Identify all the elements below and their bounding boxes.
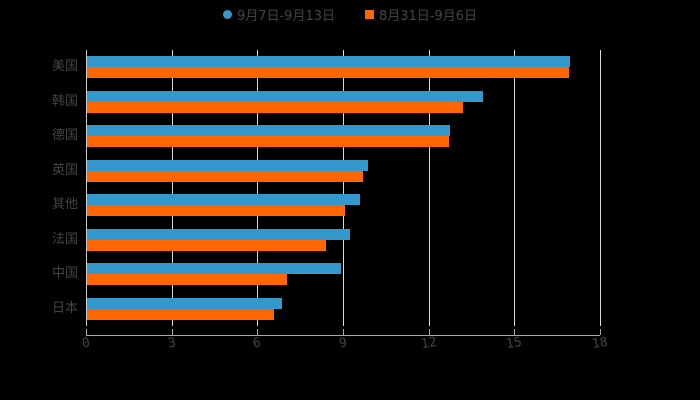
legend-item-series2[interactable]: 8月31日-9月6日	[365, 5, 477, 24]
gridline	[600, 50, 601, 326]
bar-series1[interactable]	[87, 90, 483, 102]
gridline	[428, 50, 430, 326]
y-axis-category-label: 中国	[51, 266, 78, 281]
circle-marker-icon	[222, 9, 232, 19]
gridline	[257, 50, 259, 326]
x-axis-tick-label: 18	[590, 334, 610, 353]
x-axis-tick-label: 15	[505, 334, 524, 353]
bar-series1[interactable]	[87, 56, 571, 67]
bar-series1[interactable]	[87, 125, 451, 136]
x-axis-tick	[86, 329, 87, 335]
y-axis-category-label: 美国	[51, 59, 78, 74]
chart-legend: 9月7日-9月13日 8月31日-9月6日	[0, 4, 700, 24]
y-axis-category-label: 日本	[51, 300, 78, 316]
bar-series2[interactable]	[87, 136, 449, 147]
bar-series2[interactable]	[87, 101, 463, 113]
gridline	[343, 50, 344, 326]
y-axis-category-label: 德国	[51, 128, 78, 143]
x-axis-tick	[428, 329, 430, 335]
bar-series1[interactable]	[87, 159, 368, 171]
y-axis-category-label: 其他	[51, 197, 78, 212]
x-axis-tick	[600, 329, 601, 335]
x-axis-tick	[343, 329, 344, 335]
x-axis-tick	[514, 329, 516, 335]
x-axis-tick-label: 6	[252, 335, 263, 352]
x-axis-tick	[171, 329, 173, 335]
bar-series1[interactable]	[87, 297, 282, 309]
bar-series2[interactable]	[87, 205, 345, 216]
square-marker-icon	[365, 9, 374, 19]
bar-series2[interactable]	[87, 239, 326, 251]
bar-series1[interactable]	[87, 194, 361, 205]
x-axis-tick-label: 12	[419, 334, 438, 353]
x-axis-line	[86, 335, 600, 336]
x-axis-tick	[257, 329, 259, 335]
bar-series2[interactable]	[87, 308, 274, 320]
y-axis-line	[86, 50, 87, 326]
y-axis-category-label: 英国	[51, 162, 78, 178]
bar-series2[interactable]	[87, 274, 288, 285]
bar-series1[interactable]	[87, 228, 350, 240]
legend-item-series1[interactable]: 9月7日-9月13日	[222, 5, 335, 24]
x-axis-tick-label: 9	[337, 335, 349, 352]
x-axis-tick-label: 3	[166, 335, 177, 352]
y-axis-category-label: 韩国	[51, 93, 78, 109]
x-axis-tick-label: 0	[80, 335, 92, 352]
bar-series2[interactable]	[87, 67, 569, 78]
bar-series2[interactable]	[87, 170, 363, 182]
legend-label-series1: 9月7日-9月13日	[236, 8, 335, 24]
legend-label-series2: 8月31日-9月6日	[379, 8, 478, 24]
gridline	[171, 50, 173, 326]
y-axis-category-label: 法国	[51, 231, 78, 247]
bar-series1[interactable]	[87, 263, 341, 274]
gridline	[514, 50, 516, 326]
